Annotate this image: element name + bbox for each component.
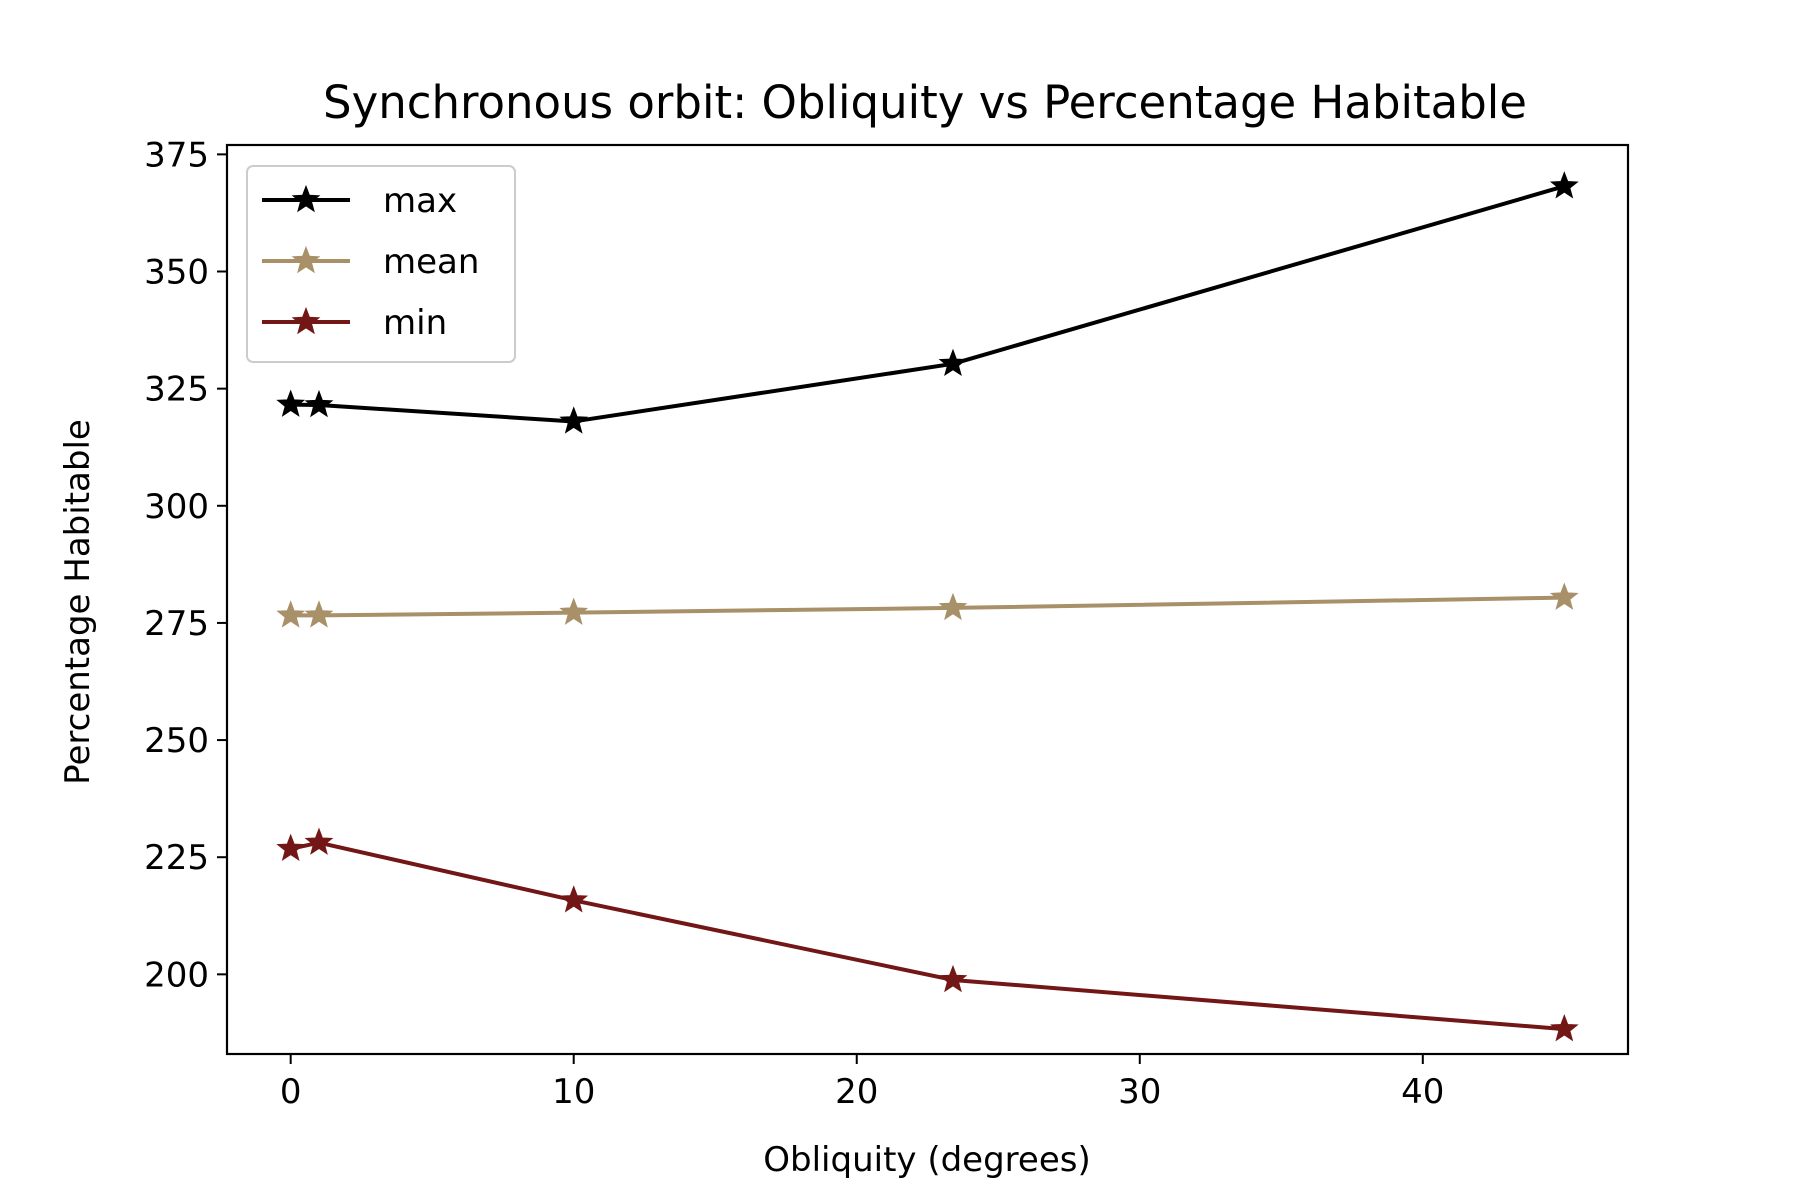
legend-label-max: max [383, 181, 457, 221]
y-tick-label: 200 [144, 955, 209, 995]
data-point-mean [559, 597, 589, 625]
y-axis-label: Percentage Habitable [58, 419, 98, 785]
legend-marker-max [291, 184, 321, 213]
x-tick-label: 10 [552, 1072, 595, 1112]
legend-marker-min [291, 306, 321, 335]
y-axis: 200 225 250 275 300 325 350 375 [144, 135, 227, 995]
y-tick-label: 325 [144, 370, 209, 410]
data-point-max [276, 389, 306, 417]
legend: max mean min [246, 165, 516, 363]
data-point-min [938, 964, 968, 993]
data-point-max [559, 406, 589, 434]
data-point-max [938, 348, 968, 377]
axes-frame [225, 143, 1630, 1056]
legend-marker-mean [291, 245, 321, 274]
plot-area [276, 171, 1579, 1042]
data-point-mean [938, 592, 968, 621]
y-tick-label: 225 [144, 838, 209, 878]
legend-label-min: min [383, 303, 447, 343]
x-tick-label: 40 [1401, 1072, 1444, 1112]
data-point-mean [276, 600, 306, 628]
x-tick-label: 0 [280, 1072, 302, 1112]
x-axis-label: Obliquity (degrees) [763, 1140, 1090, 1180]
x-tick-label: 20 [835, 1072, 878, 1112]
chart-title: Synchronous orbit: Obliquity vs Percenta… [323, 76, 1527, 129]
y-tick-label: 275 [144, 604, 209, 644]
data-point-mean [1549, 582, 1579, 610]
y-tick-label: 300 [144, 487, 209, 527]
data-point-min [276, 833, 306, 862]
legend-box [246, 165, 516, 363]
legend-label-mean: mean [383, 242, 479, 282]
y-tick-label: 375 [144, 135, 209, 175]
x-tick-label: 30 [1118, 1072, 1161, 1112]
data-point-min [559, 885, 589, 913]
data-point-min [304, 827, 334, 855]
data-point-max [304, 389, 334, 418]
x-axis: 0 10 20 30 40 [280, 1054, 1444, 1112]
y-tick-label: 350 [144, 253, 209, 293]
y-tick-label: 250 [144, 721, 209, 761]
data-point-mean [304, 600, 334, 628]
data-point-min [1549, 1014, 1579, 1042]
data-point-max [1549, 171, 1579, 199]
